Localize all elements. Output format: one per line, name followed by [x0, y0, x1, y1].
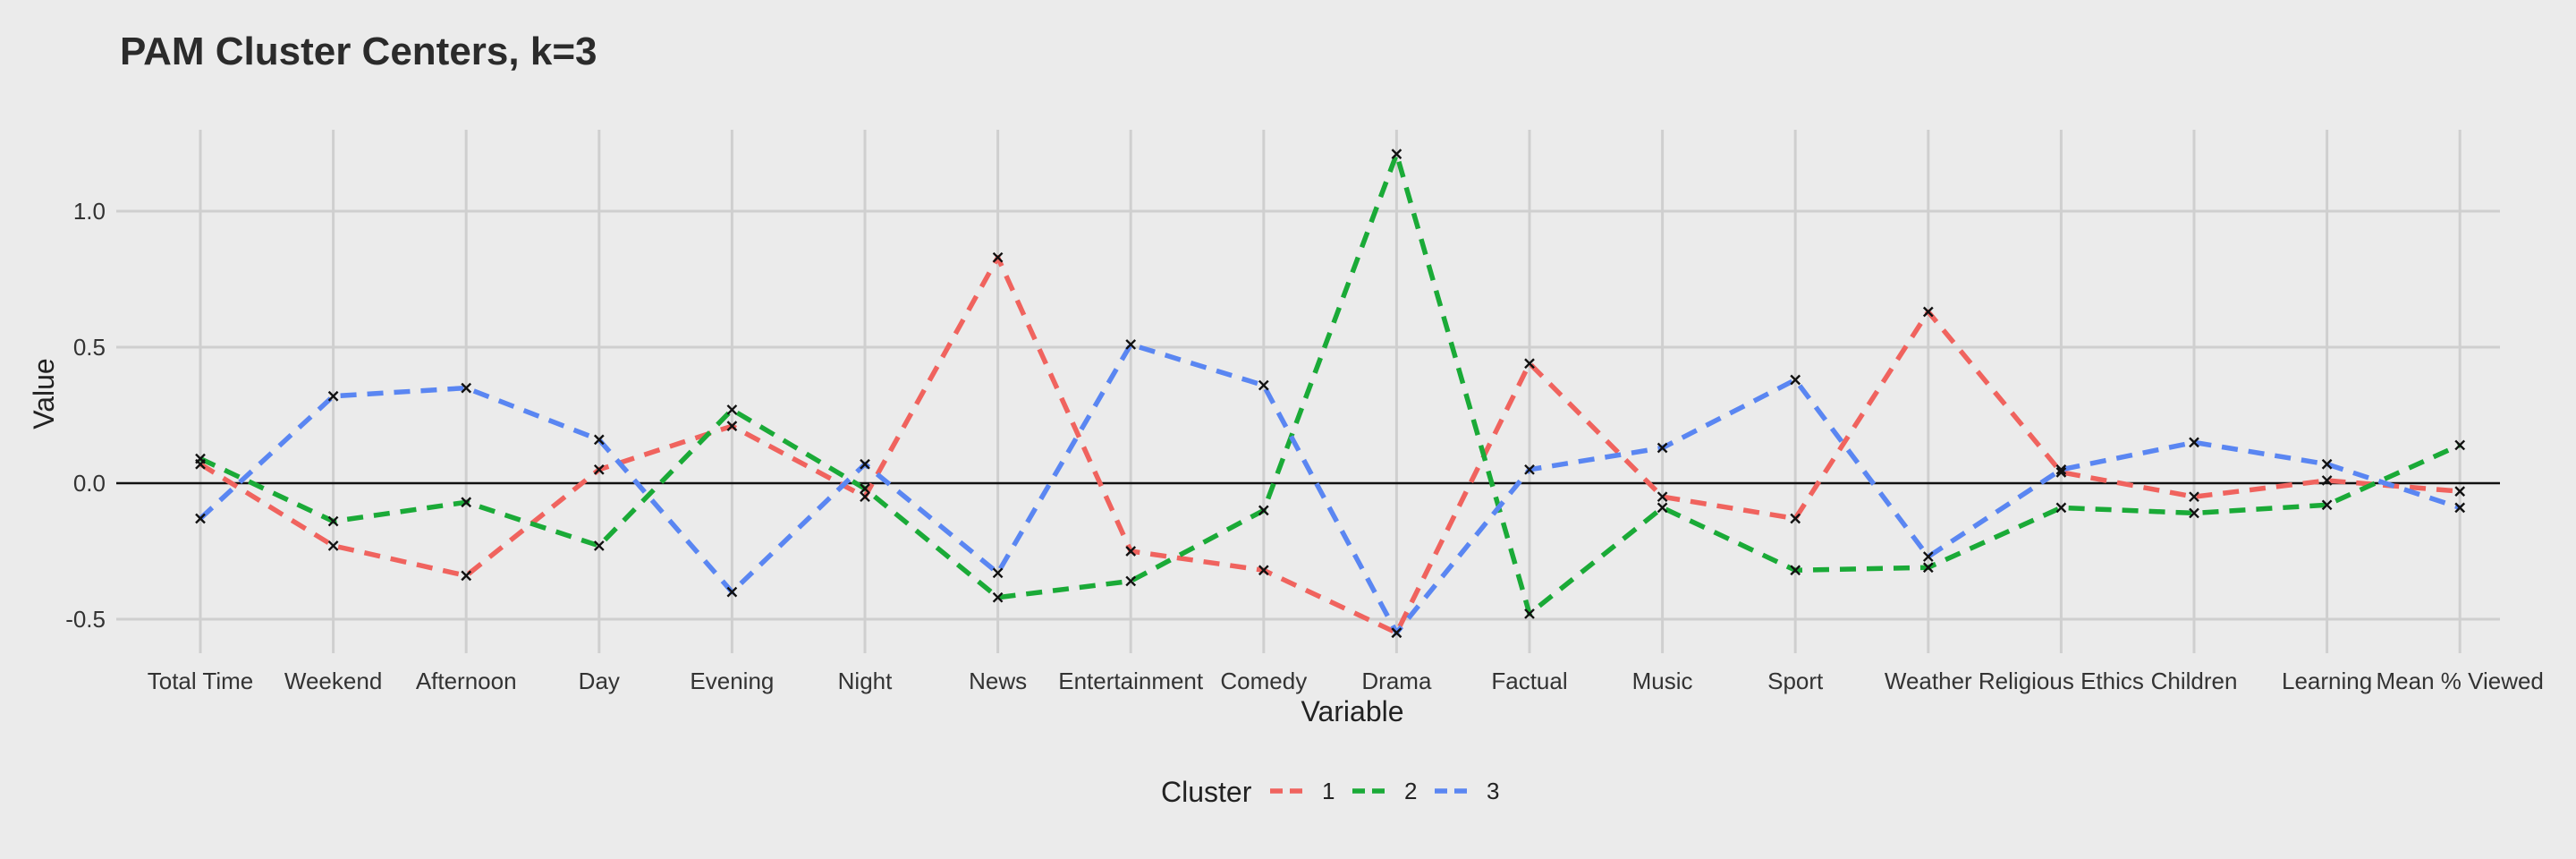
- data-point: [1524, 358, 1535, 370]
- data-point: [327, 390, 339, 402]
- x-tick-label: Mean % Viewed: [2376, 668, 2543, 694]
- x-tick-label: Day: [579, 668, 620, 694]
- data-point: [1790, 513, 1801, 524]
- data-point: [195, 453, 206, 464]
- legend-label-2: 2: [1404, 778, 1417, 804]
- data-point: [1258, 505, 1269, 516]
- points-group: [195, 149, 2466, 639]
- x-tick-label: Religious Ethics: [1979, 668, 2144, 694]
- data-point: [992, 591, 1004, 603]
- x-axis-ticks: Total Time Weekend Afternoon Day Evening Nigh…: [148, 668, 2544, 694]
- data-point: [1524, 464, 1535, 475]
- data-point: [992, 567, 1004, 579]
- data-point: [2321, 475, 2333, 486]
- x-tick-label: Children: [2151, 668, 2238, 694]
- x-tick-label: Entertainment: [1058, 668, 1204, 694]
- data-point: [1922, 562, 1934, 574]
- data-point: [593, 540, 605, 551]
- data-point: [195, 513, 206, 524]
- data-point: [726, 586, 738, 598]
- data-point: [593, 464, 605, 475]
- data-point: [1922, 306, 1934, 318]
- data-point: [2454, 439, 2466, 451]
- x-tick-label: Weather: [1885, 668, 1972, 694]
- data-point: [726, 404, 738, 415]
- data-point: [2454, 486, 2466, 497]
- series-group: [199, 151, 2462, 635]
- y-tick-label: -0.5: [65, 606, 106, 633]
- data-point: [1657, 491, 1668, 503]
- data-point: [2055, 466, 2067, 478]
- x-tick-label: Comedy: [1220, 668, 1307, 694]
- legend-label-3: 3: [1487, 778, 1499, 804]
- data-point: [2189, 437, 2199, 448]
- series-line-2: [199, 151, 2462, 617]
- x-axis-title: Variable: [1301, 695, 1403, 727]
- x-tick-label: Afternoon: [416, 668, 517, 694]
- series-line-1: [199, 254, 2461, 635]
- y-tick-label: 1.0: [73, 198, 106, 225]
- data-point: [1391, 149, 1402, 160]
- x-tick-label: Sport: [1767, 668, 1824, 694]
- data-point: [1922, 551, 1934, 562]
- data-point: [860, 483, 870, 494]
- legend-title: Cluster: [1161, 776, 1252, 808]
- data-point: [461, 382, 472, 394]
- data-point: [2454, 502, 2466, 514]
- x-tick-label: Music: [1632, 668, 1693, 694]
- data-point: [593, 434, 605, 446]
- data-point: [992, 251, 1004, 263]
- data-point: [1657, 502, 1668, 514]
- data-point: [461, 570, 472, 582]
- data-point: [1790, 565, 1801, 576]
- y-axis-title: Value: [28, 358, 60, 429]
- data-point: [1258, 379, 1269, 391]
- series-line-3: [199, 342, 2462, 635]
- x-tick-label: Total Time: [148, 668, 254, 694]
- data-point: [1790, 374, 1801, 386]
- data-point: [2189, 507, 2199, 519]
- x-tick-label: Drama: [1361, 668, 1432, 694]
- data-point: [1125, 575, 1137, 587]
- y-tick-label: 0.0: [73, 470, 106, 497]
- chart-title: PAM Cluster Centers, k=3: [120, 30, 597, 73]
- data-point: [726, 421, 738, 432]
- data-point: [860, 458, 870, 470]
- data-point: [1125, 339, 1137, 350]
- data-point: [1391, 627, 1402, 639]
- data-point: [1657, 442, 1668, 454]
- x-tick-label: Weekend: [284, 668, 382, 694]
- data-point: [1125, 546, 1137, 557]
- data-point: [327, 540, 339, 551]
- y-axis-ticks: -0.5 0.0 0.5 1.0: [65, 198, 106, 633]
- legend-label-1: 1: [1322, 778, 1335, 804]
- data-point: [327, 515, 339, 527]
- x-tick-label: Factual: [1491, 668, 1567, 694]
- x-tick-label: Learning: [2282, 668, 2372, 694]
- x-tick-label: News: [969, 668, 1027, 694]
- data-point: [2189, 491, 2199, 503]
- x-tick-label: Night: [838, 668, 893, 694]
- legend: Cluster 1 2 3: [1161, 776, 1499, 808]
- y-tick-label: 0.5: [73, 334, 106, 361]
- data-point: [2321, 458, 2333, 470]
- data-point: [860, 491, 870, 503]
- data-point: [1258, 565, 1269, 576]
- data-point: [2055, 502, 2067, 514]
- data-point: [1524, 608, 1535, 619]
- x-tick-label: Evening: [690, 668, 774, 694]
- data-point: [461, 497, 472, 508]
- data-point: [2055, 464, 2067, 475]
- data-point: [2321, 499, 2333, 511]
